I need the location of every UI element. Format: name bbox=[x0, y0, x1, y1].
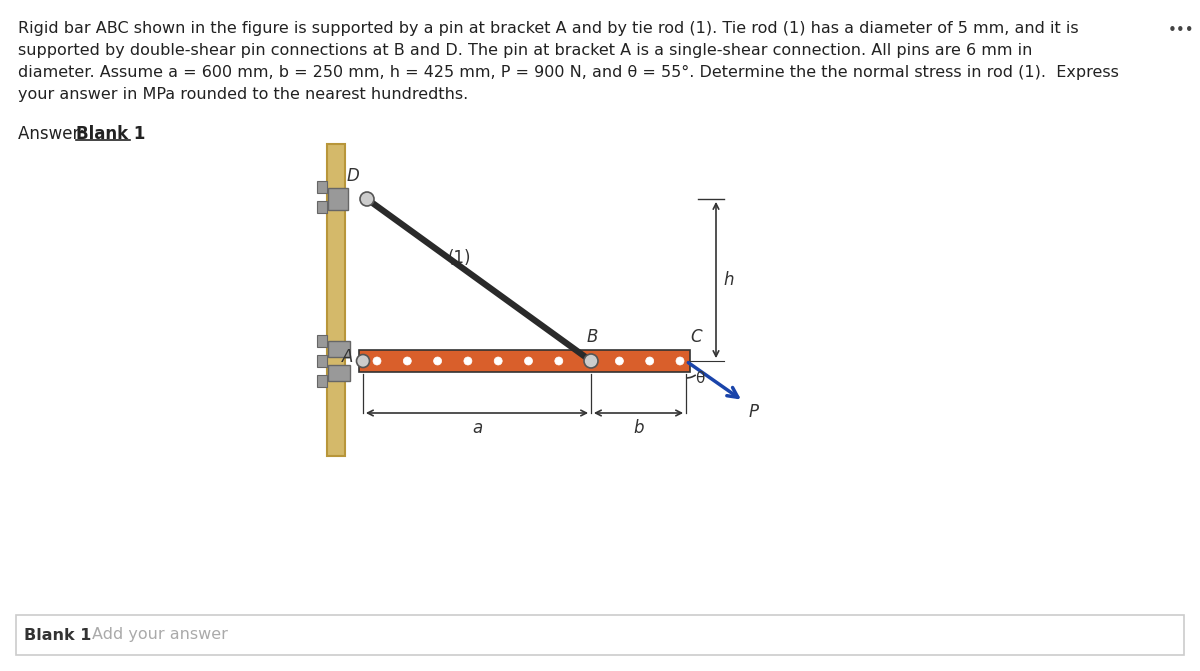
Bar bbox=[317, 181, 326, 193]
Circle shape bbox=[616, 357, 624, 365]
Bar bbox=[326, 144, 346, 456]
Text: D: D bbox=[347, 167, 359, 185]
Circle shape bbox=[360, 192, 374, 206]
Text: •••: ••• bbox=[1168, 23, 1195, 38]
Bar bbox=[317, 355, 326, 367]
Circle shape bbox=[464, 357, 472, 365]
Circle shape bbox=[373, 357, 382, 365]
Bar bbox=[16, 615, 1184, 655]
Bar bbox=[317, 201, 326, 213]
Bar bbox=[317, 375, 326, 387]
Circle shape bbox=[356, 354, 370, 368]
Text: supported by double-shear pin connections at B and D. The pin at bracket A is a : supported by double-shear pin connection… bbox=[18, 43, 1032, 58]
Bar bbox=[317, 335, 326, 347]
Text: Add your answer: Add your answer bbox=[92, 627, 228, 643]
Text: Rigid bar ABC shown in the figure is supported by a pin at bracket A and by tie : Rigid bar ABC shown in the figure is sup… bbox=[18, 21, 1079, 36]
Circle shape bbox=[433, 357, 442, 365]
Text: P: P bbox=[749, 403, 758, 421]
Circle shape bbox=[584, 354, 598, 368]
Text: b: b bbox=[634, 419, 643, 437]
Circle shape bbox=[554, 357, 563, 365]
Circle shape bbox=[646, 357, 654, 365]
Text: θ: θ bbox=[695, 371, 704, 386]
Bar bbox=[328, 188, 348, 210]
Text: B: B bbox=[587, 328, 599, 346]
Text: h: h bbox=[722, 271, 733, 289]
Circle shape bbox=[494, 357, 503, 365]
Text: diameter. Assume a = 600 mm, b = 250 mm, h = 425 mm, P = 900 N, and θ = 55°. Det: diameter. Assume a = 600 mm, b = 250 mm,… bbox=[18, 65, 1118, 80]
Text: your answer in MPa rounded to the nearest hundredths.: your answer in MPa rounded to the neares… bbox=[18, 87, 468, 102]
Circle shape bbox=[676, 357, 684, 365]
Bar bbox=[328, 341, 350, 357]
Text: Answer:: Answer: bbox=[18, 125, 90, 143]
Text: C: C bbox=[690, 328, 702, 346]
Bar bbox=[328, 365, 350, 381]
Circle shape bbox=[403, 357, 412, 365]
Circle shape bbox=[586, 357, 593, 365]
Text: Blank 1: Blank 1 bbox=[76, 125, 145, 143]
Text: A: A bbox=[342, 348, 353, 366]
Circle shape bbox=[524, 357, 533, 365]
Text: Blank 1: Blank 1 bbox=[24, 627, 91, 643]
Text: a: a bbox=[472, 419, 482, 437]
Text: (1): (1) bbox=[448, 249, 470, 267]
Bar bbox=[359, 350, 690, 372]
